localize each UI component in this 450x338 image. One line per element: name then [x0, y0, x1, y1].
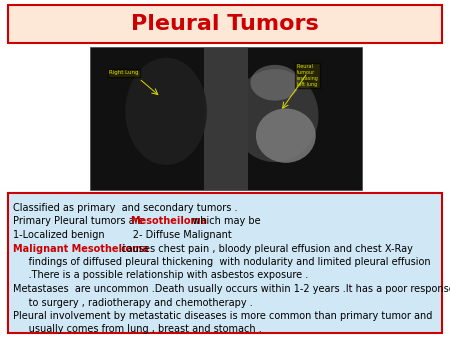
- Text: Primary Pleural tumors are: Primary Pleural tumors are: [13, 217, 151, 226]
- FancyBboxPatch shape: [90, 47, 362, 190]
- Ellipse shape: [126, 58, 207, 165]
- Text: Malignant Mesothelioma: Malignant Mesothelioma: [13, 243, 148, 254]
- Text: Mesotheiloma: Mesotheiloma: [130, 217, 207, 226]
- Text: usually comes from lung , breast and stomach .: usually comes from lung , breast and sto…: [13, 324, 262, 335]
- FancyBboxPatch shape: [8, 193, 442, 333]
- Text: findings of diffused pleural thickening  with nodularity and limited pleural eff: findings of diffused pleural thickening …: [13, 257, 431, 267]
- Ellipse shape: [256, 108, 316, 163]
- Text: Classified as primary  and secondary tumors .: Classified as primary and secondary tumo…: [13, 203, 238, 213]
- Text: Pleural Tumors: Pleural Tumors: [131, 14, 319, 34]
- Text: which may be: which may be: [186, 217, 261, 226]
- FancyBboxPatch shape: [8, 5, 442, 43]
- Text: causes chest pain , bloody pleural effusion and chest X-Ray: causes chest pain , bloody pleural effus…: [115, 243, 413, 254]
- Text: to surgery , radiotherapy and chemotherapy .: to surgery , radiotherapy and chemothera…: [13, 297, 253, 308]
- Text: Metastases  are uncommon .Death usually occurs within 1-2 years .It has a poor r: Metastases are uncommon .Death usually o…: [13, 284, 450, 294]
- FancyBboxPatch shape: [204, 47, 248, 190]
- Ellipse shape: [251, 65, 299, 101]
- Text: Pleural
tumour
encasing
left lung: Pleural tumour encasing left lung: [297, 64, 319, 87]
- Text: .There is a possible relationship with asbestos exposure .: .There is a possible relationship with a…: [13, 270, 308, 281]
- Text: Right Lung: Right Lung: [109, 70, 139, 75]
- Text: 1-Localized benign         2- Diffuse Malignant: 1-Localized benign 2- Diffuse Malignant: [13, 230, 232, 240]
- Text: Pleural involvement by metastatic diseases is more common than primary tumor and: Pleural involvement by metastatic diseas…: [13, 311, 432, 321]
- Ellipse shape: [231, 69, 319, 162]
